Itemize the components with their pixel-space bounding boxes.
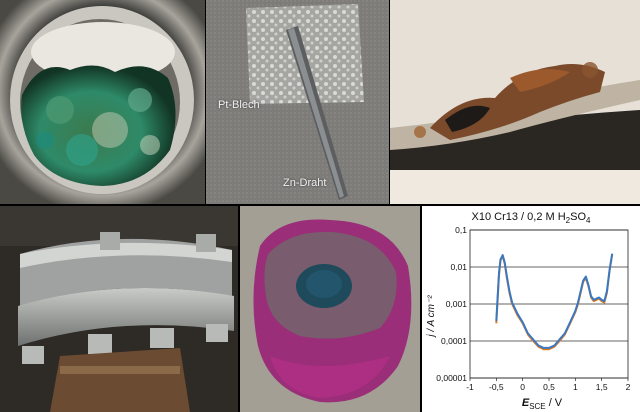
chart-x-tick-label: 0: [520, 382, 525, 392]
chart-x-tick-label: -1: [466, 382, 474, 392]
photo-rusted-car-body: [390, 0, 640, 204]
chart-plot-frame: [469, 229, 629, 379]
pt-plate-label: Pt-Blech: [218, 99, 260, 111]
chart-y-tick-label: 0,001: [446, 299, 468, 309]
chart-series-line-2: [495, 253, 614, 349]
chart-x-axis-label: ESCE / V: [522, 397, 563, 411]
chart-x-tick-label: 1,5: [596, 382, 608, 392]
photo-pipe-interior: [0, 0, 205, 204]
chart-y-tick-label: 0,00001: [436, 373, 467, 383]
chart-y-axis-label: j / A cm⁻²: [426, 295, 437, 339]
chart-x-tick-label: 0,5: [543, 382, 555, 392]
photo-indicator-stain: [240, 206, 420, 412]
chart-y-tick-label: 0,01: [450, 262, 467, 272]
chart-title: X10 Cr13 / 0,2 M H2SO4: [472, 211, 592, 225]
zn-wire-label: Zn-Draht: [283, 177, 327, 189]
chart-x-tick-label: -0,5: [489, 382, 504, 392]
photo-corroded-flange: [0, 206, 238, 412]
chart-y-tick-label: 0,1: [455, 225, 467, 235]
chart-series-line-1: [495, 254, 614, 351]
chart-x-tick-label: 1: [573, 382, 578, 392]
polarization-chart: X10 Cr13 / 0,2 M H2SO4 j / A cm⁻² ESCE /…: [422, 206, 640, 412]
chart-x-tick-label: 2: [626, 382, 631, 392]
photo-zinc-wire-platinum: Pt-Blech Zn-Draht: [206, 0, 389, 204]
chart-y-tick-label: 0,0001: [441, 336, 467, 346]
